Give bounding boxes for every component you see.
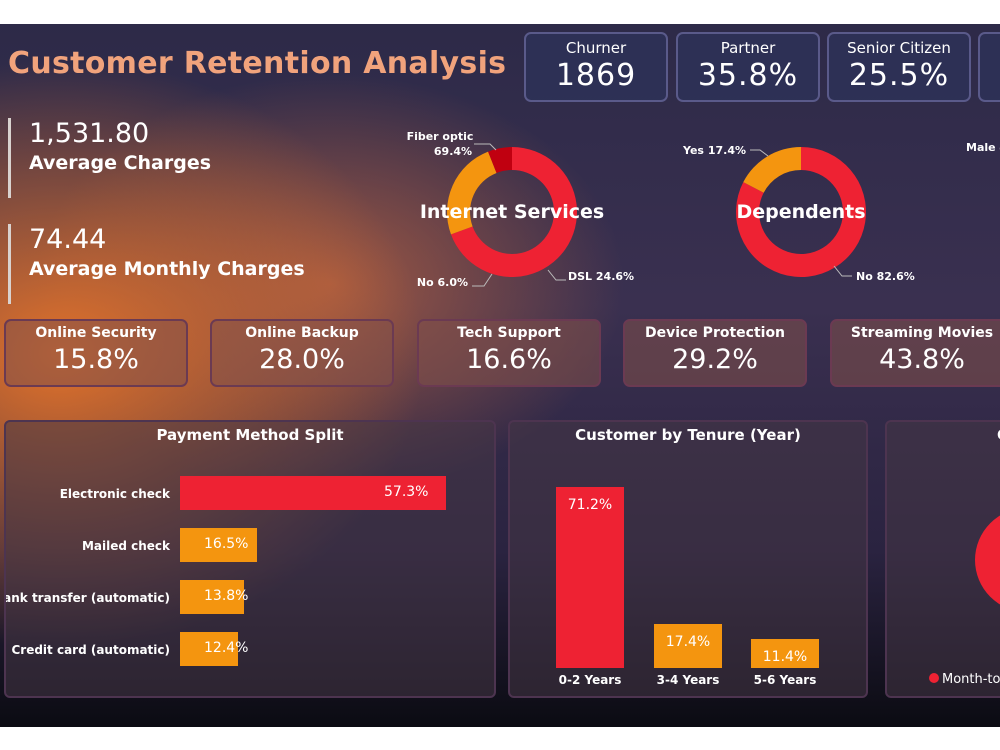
donut-slice-no[interactable] <box>488 147 512 173</box>
service-label: Online Security <box>35 325 157 341</box>
slice-label-yes: Yes 17.4% <box>682 144 746 157</box>
kpi-label: Partner <box>720 39 776 57</box>
bar-category-label: Electronic check <box>59 487 170 501</box>
donut-slice-yes[interactable] <box>743 147 801 193</box>
bar-data-label: 13.8% <box>204 588 249 604</box>
slice-label-no: No 82.6% <box>856 270 915 283</box>
bar-data-label: 12.4% <box>204 640 249 656</box>
donut-charts: Internet Services Fiber optic 69.4% DSL … <box>407 130 1000 289</box>
bar-data-label: 17.4% <box>665 633 711 650</box>
slice-label-no: No 6.0% <box>417 276 468 289</box>
payment-method-title: Payment Method Split <box>156 426 344 444</box>
service-card-online-security[interactable]: Online Security 15.8% <box>4 319 188 387</box>
bar[interactable] <box>180 476 446 510</box>
service-value: 28.0% <box>259 344 345 375</box>
legend-marker <box>929 673 939 683</box>
service-card-tech-support[interactable]: Tech Support 16.6% <box>417 319 601 387</box>
donut-slice-fiber-optic[interactable] <box>450 147 577 277</box>
service-value: 15.8% <box>53 344 139 375</box>
gender-slice-label: Male 4 <box>966 141 1000 154</box>
bar-category-label: Mailed check <box>81 539 170 553</box>
contract-pie: Month-to- <box>929 508 1000 687</box>
service-label: Streaming Movies <box>850 325 994 341</box>
tenure-title: Customer by Tenure (Year) <box>575 426 801 444</box>
average-charges-label: Average Charges <box>29 152 212 174</box>
service-label: Online Backup <box>245 325 359 341</box>
tenure-panel: Customer by Tenure (Year) 71.2% 0-2 Years… <box>508 420 868 698</box>
dashboard: Customer Retention Analysis Churner 1869… <box>0 24 1000 727</box>
slice-label-fiber-optic: Fiber optic <box>407 130 474 143</box>
bar[interactable] <box>180 632 238 666</box>
bar[interactable] <box>654 623 722 668</box>
bar-data-label: 11.4% <box>762 649 808 666</box>
bar-category-label: Bank transfer (automatic) <box>4 591 170 605</box>
kpi-card-partial[interactable] <box>978 32 1000 102</box>
average-monthly-charges-card: 74.44 Average Monthly Charges <box>8 224 305 304</box>
bar[interactable] <box>556 487 624 668</box>
dependents-donut[interactable]: Dependents Yes 17.4% No 82.6% <box>682 144 915 283</box>
tick-label: 3-4 Years <box>656 673 720 687</box>
bar-data-label: 71.2% <box>567 497 613 513</box>
bar-category-label: Credit card (automatic) <box>11 643 170 657</box>
slice-label-dsl: DSL 24.6% <box>568 270 634 283</box>
legend-label: Month-to- <box>942 672 1000 687</box>
service-value: 29.2% <box>672 344 758 375</box>
service-card-online-backup[interactable]: Online Backup 28.0% <box>210 319 394 387</box>
service-label: Tech Support <box>457 325 561 341</box>
average-charges-card: 1,531.80 Average Charges <box>8 118 211 198</box>
kpi-value: 35.8% <box>697 58 799 93</box>
service-card-device-protection[interactable]: Device Protection 29.2% <box>623 319 807 387</box>
contract-title: C <box>997 426 1000 444</box>
pie-slice-month-to-month[interactable] <box>975 508 1000 612</box>
service-label: Device Protection <box>644 325 786 341</box>
tick-label: 0-2 Years <box>558 673 622 687</box>
average-charges-value: 1,531.80 <box>29 118 150 149</box>
internet-services-donut[interactable]: Internet Services Fiber optic 69.4% DSL … <box>407 130 635 289</box>
donut-slice-no[interactable] <box>736 147 866 277</box>
slice-value-fiber-optic: 69.4% <box>434 145 472 158</box>
contract-panel: C Month-to- <box>885 420 1000 698</box>
donut-slice-dsl[interactable] <box>447 151 497 235</box>
bar-data-label: 16.5% <box>204 536 249 552</box>
bar[interactable] <box>180 580 245 614</box>
internet-services-title: Internet Services <box>420 201 604 223</box>
kpi-card-churner[interactable]: Churner 1869 <box>524 32 668 102</box>
kpi-card-partner[interactable]: Partner 35.8% <box>676 32 820 102</box>
service-value: 16.6% <box>466 344 552 375</box>
average-monthly-charges-value: 74.44 <box>29 224 107 255</box>
service-card-streaming-movies[interactable]: Streaming Movies 43.8% <box>830 319 1000 387</box>
bar[interactable] <box>180 528 257 562</box>
bar-data-label: 57.3% <box>384 484 429 500</box>
dependents-title: Dependents <box>736 201 865 223</box>
payment-method-panel: Payment Method Split Electronic check 57.… <box>4 420 496 698</box>
kpi-label: Senior Citizen <box>847 39 951 57</box>
service-value: 43.8% <box>879 344 965 375</box>
tick-label: 5-6 Years <box>753 673 817 687</box>
kpi-value: 1869 <box>555 58 637 93</box>
kpi-card-senior-citizen[interactable]: Senior Citizen 25.5% <box>827 32 971 102</box>
average-monthly-charges-label: Average Monthly Charges <box>29 258 305 280</box>
kpi-value: 25.5% <box>848 58 950 93</box>
kpi-label: Churner <box>565 39 627 57</box>
page-title: Customer Retention Analysis <box>8 46 507 81</box>
bar[interactable] <box>751 639 819 668</box>
